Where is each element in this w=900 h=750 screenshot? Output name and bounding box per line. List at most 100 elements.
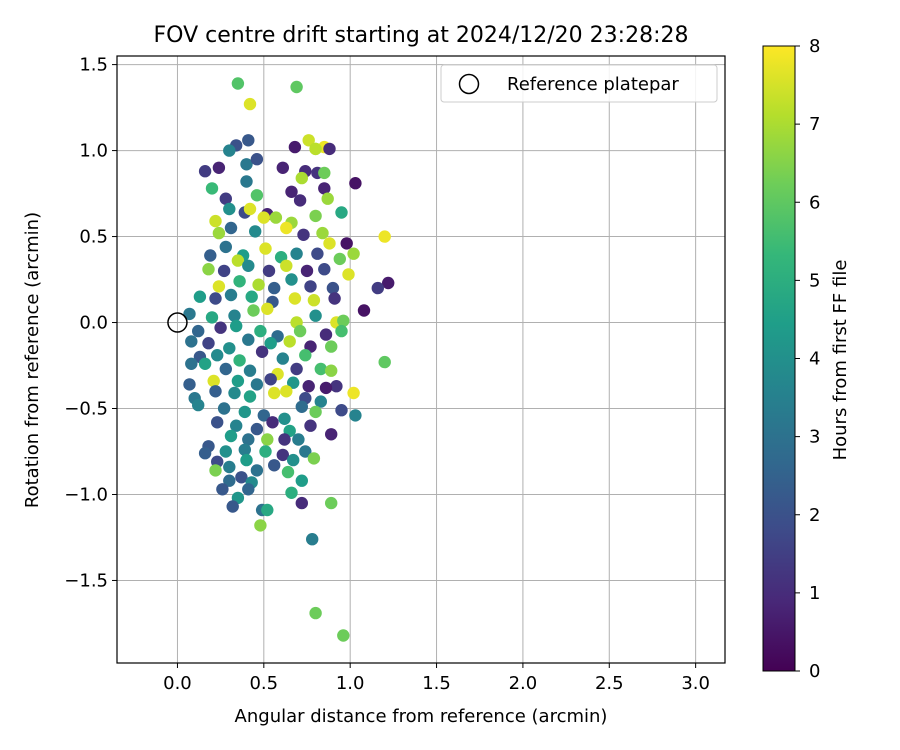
data-point-86 [205, 311, 219, 324]
data-point-81 [288, 292, 302, 305]
data-point-142 [347, 386, 360, 400]
y-tick-label-5: 1.0 [79, 141, 108, 162]
legend: Reference platepar [440, 64, 718, 103]
y-tick-label-3: 0.0 [79, 313, 108, 334]
data-point-59 [202, 263, 215, 276]
data-point-111 [211, 349, 224, 362]
data-point-135 [228, 386, 241, 400]
data-point-34 [269, 211, 283, 224]
data-point-46 [378, 230, 391, 243]
data-point-112 [233, 354, 246, 367]
data-point-96 [230, 319, 243, 333]
data-point-104 [223, 342, 236, 355]
data-point-21 [205, 182, 219, 195]
x-tick-label-6: 3.0 [681, 673, 710, 694]
data-point-4 [242, 134, 255, 147]
data-point-115 [299, 349, 312, 362]
data-point-50 [219, 240, 232, 254]
data-point-47 [340, 237, 353, 250]
colorbar [762, 45, 796, 672]
data-point-169 [299, 445, 312, 458]
data-point-165 [219, 445, 232, 458]
data-point-106 [264, 337, 277, 350]
colorbar-tick-label-1: 1 [809, 583, 820, 604]
data-point-146 [257, 409, 270, 422]
data-point-41 [224, 221, 238, 235]
chart-title: FOV centre drift starting at 2024/12/20 … [154, 23, 689, 48]
x-tick-label-1: 0.5 [249, 673, 278, 694]
data-point-186 [242, 483, 255, 496]
data-point-97 [254, 324, 267, 338]
data-point-125 [183, 378, 196, 391]
y-axis-ticks: −1.5 −1.0 −0.5 0.0 0.5 1.0 1.5 [64, 55, 117, 591]
data-point-14 [240, 158, 253, 171]
data-point-123 [314, 362, 327, 376]
data-point-105 [242, 333, 255, 346]
data-point-130 [287, 376, 300, 389]
data-point-184 [216, 483, 229, 496]
data-point-27 [318, 182, 331, 195]
data-point-174 [250, 464, 264, 477]
data-point-89 [261, 302, 274, 315]
colorbar-tick-label-4: 4 [809, 349, 820, 370]
colorbar-tick-label-6: 6 [809, 192, 820, 213]
data-point-154 [250, 422, 264, 436]
data-point-1 [290, 80, 303, 94]
y-tick-label-6: 1.5 [79, 55, 108, 76]
data-point-141 [319, 381, 333, 395]
legend-box [440, 64, 718, 103]
data-point-134 [209, 385, 222, 398]
data-point-143 [192, 398, 205, 412]
data-point-160 [261, 433, 274, 446]
data-point-85 [183, 307, 196, 321]
data-point-16 [276, 161, 289, 174]
x-tick-label-3: 1.5 [422, 673, 451, 694]
data-point-150 [335, 404, 348, 417]
data-point-190 [226, 500, 239, 513]
data-point-172 [223, 460, 236, 474]
data-point-176 [287, 453, 300, 467]
x-tick-label-2: 1.0 [336, 673, 365, 694]
data-point-68 [212, 280, 226, 293]
data-point-159 [242, 433, 255, 446]
colorbar-tick-label-0: 0 [809, 661, 820, 682]
data-point-95 [214, 321, 227, 334]
data-point-88 [247, 304, 260, 317]
data-point-161 [278, 433, 291, 446]
data-point-11 [309, 142, 322, 156]
data-point-64 [300, 264, 314, 278]
data-point-2 [243, 97, 257, 111]
data-point-120 [243, 364, 257, 377]
data-point-58 [231, 254, 245, 267]
data-point-99 [293, 324, 307, 338]
data-point-103 [202, 337, 215, 350]
data-point-19 [318, 166, 331, 180]
data-point-38 [335, 206, 348, 219]
data-point-163 [325, 428, 338, 441]
data-point-128 [250, 378, 264, 391]
data-point-155 [266, 416, 279, 429]
data-point-102 [185, 335, 198, 348]
data-point-180 [235, 471, 248, 484]
data-point-151 [349, 409, 362, 422]
data-point-189 [325, 496, 338, 510]
data-point-74 [326, 281, 340, 295]
data-point-82 [307, 294, 321, 307]
data-point-0 [231, 77, 245, 90]
data-point-77 [209, 292, 222, 305]
data-point-153 [230, 419, 243, 432]
data-point-79 [245, 290, 258, 303]
data-point-5 [223, 144, 236, 157]
colorbar-tick-label-8: 8 [809, 36, 820, 57]
colorbar-tick-label-3: 3 [809, 427, 820, 448]
x-tick-label-5: 2.5 [595, 673, 624, 694]
x-axis-label: Angular distance from reference (arcmin) [235, 706, 608, 727]
data-point-23 [240, 175, 253, 188]
data-point-52 [259, 242, 272, 255]
data-point-94 [192, 324, 205, 338]
data-point-147 [278, 412, 291, 425]
data-point-192 [261, 503, 274, 517]
data-point-45 [316, 226, 329, 240]
x-tick-label-0: 0.0 [163, 673, 192, 694]
